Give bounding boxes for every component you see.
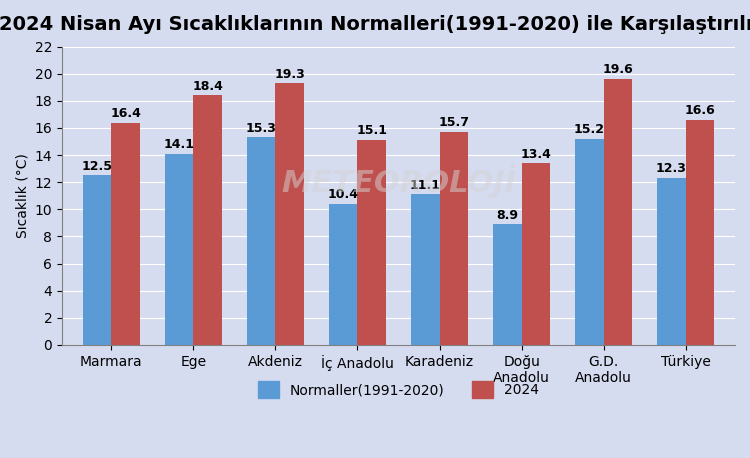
Text: 13.4: 13.4 bbox=[520, 147, 551, 161]
Text: 16.6: 16.6 bbox=[685, 104, 716, 117]
Bar bbox=[194, 95, 222, 345]
Bar bbox=[493, 224, 521, 345]
Bar bbox=[604, 79, 632, 345]
Bar bbox=[657, 178, 686, 345]
Bar bbox=[328, 204, 358, 345]
Bar bbox=[575, 139, 604, 345]
Text: 11.1: 11.1 bbox=[410, 179, 441, 192]
Text: 16.4: 16.4 bbox=[110, 107, 141, 120]
Title: 2024 Nisan Ayı Sıcaklıklarının Normalleri(1991-2020) ile Karşılaştırılması: 2024 Nisan Ayı Sıcaklıklarının Normaller… bbox=[0, 15, 750, 34]
Text: METEOROLOJİ: METEOROLOJİ bbox=[281, 164, 516, 198]
Text: 12.3: 12.3 bbox=[656, 163, 687, 175]
Bar bbox=[686, 120, 715, 345]
Text: 19.3: 19.3 bbox=[274, 67, 305, 81]
Bar bbox=[111, 123, 140, 345]
Y-axis label: Sıcaklık (°C): Sıcaklık (°C) bbox=[15, 153, 29, 238]
Text: 15.2: 15.2 bbox=[574, 123, 604, 136]
Bar bbox=[82, 175, 111, 345]
Bar bbox=[358, 140, 386, 345]
Text: 8.9: 8.9 bbox=[496, 208, 518, 222]
Text: 12.5: 12.5 bbox=[82, 160, 112, 173]
Text: 14.1: 14.1 bbox=[164, 138, 194, 151]
Text: 15.3: 15.3 bbox=[245, 122, 277, 135]
Text: 10.4: 10.4 bbox=[328, 188, 358, 201]
Bar bbox=[164, 154, 194, 345]
Text: 19.6: 19.6 bbox=[603, 64, 634, 76]
Bar bbox=[440, 132, 468, 345]
Bar bbox=[247, 137, 275, 345]
Text: 18.4: 18.4 bbox=[192, 80, 224, 93]
Bar bbox=[521, 163, 550, 345]
Bar bbox=[275, 83, 304, 345]
Bar bbox=[411, 194, 440, 345]
Legend: Normaller(1991-2020), 2024: Normaller(1991-2020), 2024 bbox=[252, 376, 544, 403]
Text: 15.7: 15.7 bbox=[439, 116, 470, 129]
Text: 15.1: 15.1 bbox=[356, 125, 387, 137]
